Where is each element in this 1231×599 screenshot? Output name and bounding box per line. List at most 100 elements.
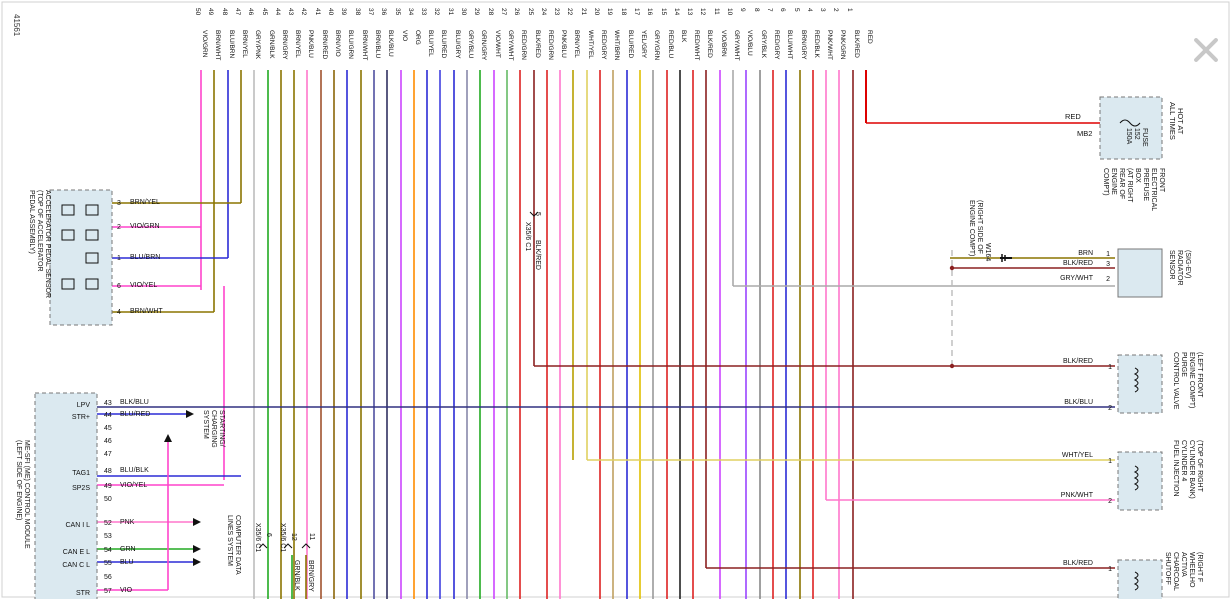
ecm-pin-4: 47	[104, 451, 112, 458]
fuel-title-2: CYLINDER 4	[1180, 440, 1187, 481]
wire-number-34: 34	[407, 8, 414, 16]
radiator-wire-0: BRN	[1078, 250, 1093, 257]
data-lines-0: COMPUTER DATA	[234, 515, 241, 575]
ecm-wire-6: VIO/YEL	[120, 482, 147, 489]
wire-label-41: VIO/BLU	[746, 30, 753, 56]
close-icon[interactable]	[1186, 30, 1226, 70]
wire-label-26: RED/GRN	[547, 30, 554, 60]
wire-label-43: RED/GRY	[773, 30, 780, 60]
ecm-pin-5: 48	[104, 468, 112, 475]
wire-label-6: BRN/GRY	[281, 30, 288, 60]
wire-label-20: GRY/BLU	[467, 30, 474, 59]
canister-title-0: (RIGHT F	[1196, 552, 1203, 582]
canister-pin-0: 1	[1108, 566, 1112, 573]
wire-label-50: RED	[866, 30, 873, 44]
wire-label-23: GRY/WHT	[507, 30, 514, 61]
fuse-loc-3: BOX	[1134, 168, 1141, 183]
arrow-icon	[164, 434, 172, 442]
fuse-label-0: FUSE	[1141, 128, 1148, 147]
ecm-pin-8: 52	[104, 520, 112, 527]
purge-title-2: PURGE	[1180, 352, 1187, 377]
wire-number-6: 6	[779, 8, 786, 12]
diagram-id: 41561	[12, 14, 21, 37]
pedal-pin-2: 1	[117, 255, 121, 262]
wire-number-18: 18	[620, 8, 627, 16]
arrow-icon	[193, 545, 201, 553]
wire-number-27: 27	[500, 8, 507, 16]
ecm-pin-0: 43	[104, 400, 112, 407]
wire-label-12: BRN/WHT	[361, 30, 368, 60]
resistor-icon	[85, 229, 99, 241]
radiator-sensor-title-1: RADIATOR	[1176, 250, 1183, 286]
fuse-box-line-0: HOT AT	[1176, 108, 1185, 135]
ecm-pin-9: 53	[104, 533, 112, 540]
starting-system-1: CHARGING	[210, 410, 217, 448]
pedal-wire-1: VIO/GRN	[130, 223, 160, 230]
wire-label-44: BLU/WHT	[786, 30, 793, 59]
wire-label-42: GRY/BLK	[760, 30, 767, 59]
pedal-title-0: ACCELERATOR PEDAL SENSOR	[44, 190, 51, 298]
fuse-loc-1: ELECTRICAL	[1150, 168, 1157, 211]
wire-number-50: 50	[194, 8, 201, 16]
ecm-wire-11: BLU	[120, 559, 134, 566]
fuel-title-1: CYLINDER BANK)	[1188, 440, 1195, 499]
wire-label-37: RED/WHT	[693, 30, 700, 60]
radiator-wire-1: BLK/RED	[1063, 260, 1093, 267]
purge-title-3: CONTROL VALVE	[1172, 352, 1179, 410]
wire-number-48: 48	[221, 8, 228, 16]
wire-number-35: 35	[394, 8, 401, 16]
fuse-label-2: 150A	[1125, 128, 1132, 145]
purge-pin-0: 1	[1108, 364, 1112, 371]
wire-number-31: 31	[447, 8, 454, 16]
pedal-pin-4: 4	[117, 309, 121, 316]
fuse-connector: MB2	[1077, 129, 1092, 138]
canister-valve-box	[1117, 559, 1163, 599]
radiator-pin-1: 3	[1106, 261, 1110, 268]
pedal-wire-4: BRN/WHT	[130, 308, 163, 315]
wire-label-7: BRN/YEL	[294, 30, 301, 58]
wire-label-2: BLU/BRN	[228, 30, 235, 58]
wire-label-22: VIO/WHT	[494, 30, 501, 58]
fuel-title-0: (TOP OF RIGHT	[1196, 440, 1203, 493]
radiator-pin-0: 1	[1106, 251, 1110, 258]
x35-pin: 5	[534, 212, 541, 216]
wire-number-9: 9	[739, 8, 746, 12]
wire-number-42: 42	[300, 8, 307, 16]
radiator-sensor-title-2: SENSOR	[1168, 250, 1175, 280]
ecm-func-0: LPV	[77, 402, 91, 409]
wire-number-37: 37	[367, 8, 374, 16]
pedal-pin-0: 3	[117, 200, 121, 207]
ecm-wire-1: BLU/RED	[120, 411, 150, 418]
arrow-icon	[193, 558, 201, 566]
wire-label-8: PNK/BLU	[307, 30, 314, 58]
bottom-conn-1: X35/6 C1	[279, 523, 286, 552]
canister-title-4: SHUTOFF	[1164, 552, 1171, 585]
wire-label-15: VIO	[401, 30, 408, 41]
wire-number-14: 14	[673, 8, 680, 16]
wire-number-13: 13	[686, 8, 693, 16]
purge-wire-0: BLK/RED	[1063, 358, 1093, 365]
ground-symbol-icon	[1000, 254, 1012, 262]
wire-label-34: GRY/GRN	[653, 30, 660, 61]
wire-number-46: 46	[247, 8, 254, 16]
wire-label-19: BLU/GRY	[454, 30, 461, 59]
wire-number-45: 45	[261, 8, 268, 16]
wire-label-48: PNK/GRN	[839, 30, 846, 60]
canister-title-3: CHARCOAL	[1172, 552, 1179, 591]
ecm-wire-0: BLK/BLU	[120, 399, 149, 406]
wire-number-15: 15	[660, 8, 667, 16]
wire-label-9: BRN/RED	[321, 30, 328, 60]
purge-valve-box	[1117, 354, 1163, 414]
bottom-wire-label-0: GRN/BLK	[293, 560, 300, 591]
wire-label-25: BLK/RED	[534, 30, 541, 58]
purge-pin-1: 2	[1108, 405, 1112, 412]
fuel-wire-0: WHT/YEL	[1062, 452, 1093, 459]
ecm-wire-10: GRN	[120, 546, 136, 553]
ecm-pin-10: 54	[104, 547, 112, 554]
fuse-wire-label: RED	[1065, 112, 1081, 121]
wire-label-49: BLK/RED	[853, 30, 860, 58]
wire-label-30: RED/GRY	[600, 30, 607, 60]
wire-label-4: GRY/PNK	[254, 30, 261, 60]
wire-number-20: 20	[593, 8, 600, 16]
